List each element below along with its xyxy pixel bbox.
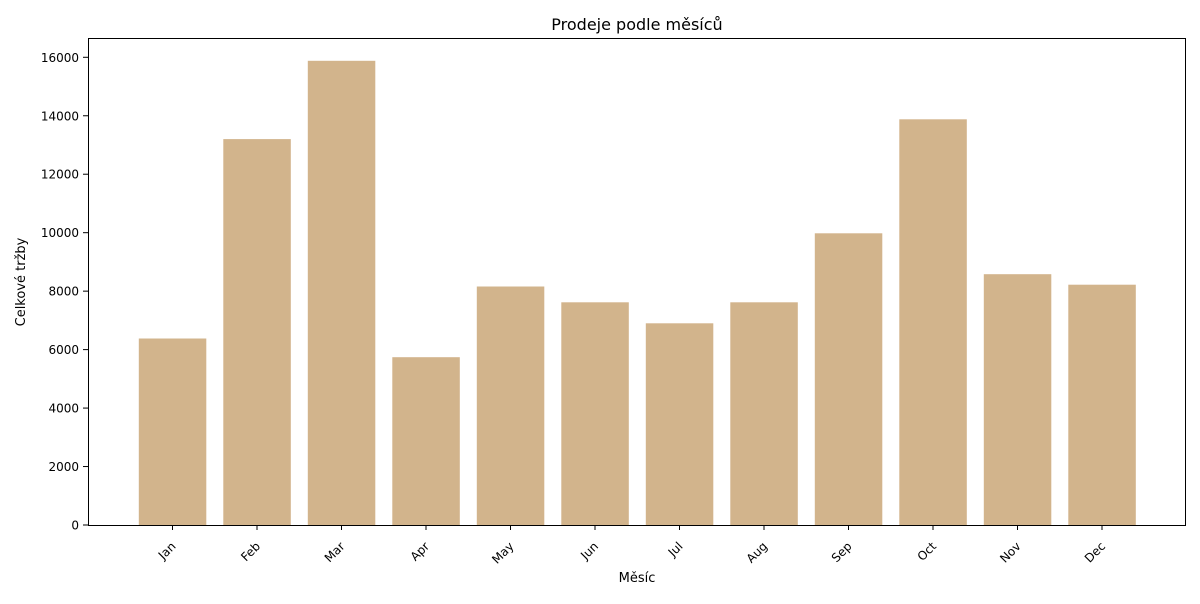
bar-jun bbox=[561, 302, 629, 525]
x-tick-label: Jan bbox=[155, 539, 179, 563]
x-tick-label: May bbox=[489, 539, 516, 566]
y-axis: 0 2000 4000 6000 8000 10000 12000 14000 16000 bbox=[41, 51, 88, 533]
y-axis-label: Celkové tržby bbox=[14, 237, 29, 326]
y-tick-label: 8000 bbox=[48, 285, 79, 299]
x-tick-label: Dec bbox=[1082, 539, 1108, 565]
bars-layer bbox=[138, 60, 1136, 526]
x-tick-label: Nov bbox=[997, 539, 1023, 565]
bar-jan bbox=[138, 338, 207, 525]
x-tick-label: Feb bbox=[238, 539, 263, 564]
bar-sep bbox=[814, 233, 883, 526]
bar-aug bbox=[730, 302, 798, 525]
bar-may bbox=[476, 286, 545, 525]
bar-feb bbox=[223, 139, 291, 525]
y-tick-label: 14000 bbox=[41, 109, 79, 123]
bar-dec bbox=[1068, 284, 1136, 525]
x-axis: Jan Feb Mar Apr May Jun Jul Aug Sep Oct Nov Dec bbox=[155, 525, 1108, 567]
y-tick-label: 0 bbox=[71, 519, 79, 533]
x-tick-label: Aug bbox=[744, 539, 770, 565]
x-axis-label: Měsíc bbox=[619, 571, 656, 586]
y-tick-label: 16000 bbox=[41, 51, 79, 65]
bar-mar bbox=[307, 60, 376, 526]
y-tick-label: 4000 bbox=[48, 402, 79, 416]
bar-nov bbox=[983, 274, 1052, 525]
x-tick-label: Jul bbox=[665, 539, 686, 560]
y-tick-label: 10000 bbox=[41, 226, 79, 240]
bar-jul bbox=[645, 323, 714, 525]
x-tick-label: Oct bbox=[915, 539, 940, 564]
x-tick-label: Sep bbox=[829, 539, 855, 565]
x-tick-label: Mar bbox=[322, 539, 348, 565]
plot-frame bbox=[88, 38, 1186, 526]
x-tick-label: Jun bbox=[577, 539, 601, 563]
bar-oct bbox=[899, 119, 967, 526]
x-tick-label: Apr bbox=[408, 539, 433, 564]
y-tick-label: 12000 bbox=[41, 168, 79, 182]
y-tick-label: 2000 bbox=[48, 460, 79, 474]
bar-apr bbox=[392, 357, 460, 525]
chart-title: Prodeje podle měsíců bbox=[551, 15, 722, 34]
y-tick-label: 6000 bbox=[48, 343, 79, 357]
